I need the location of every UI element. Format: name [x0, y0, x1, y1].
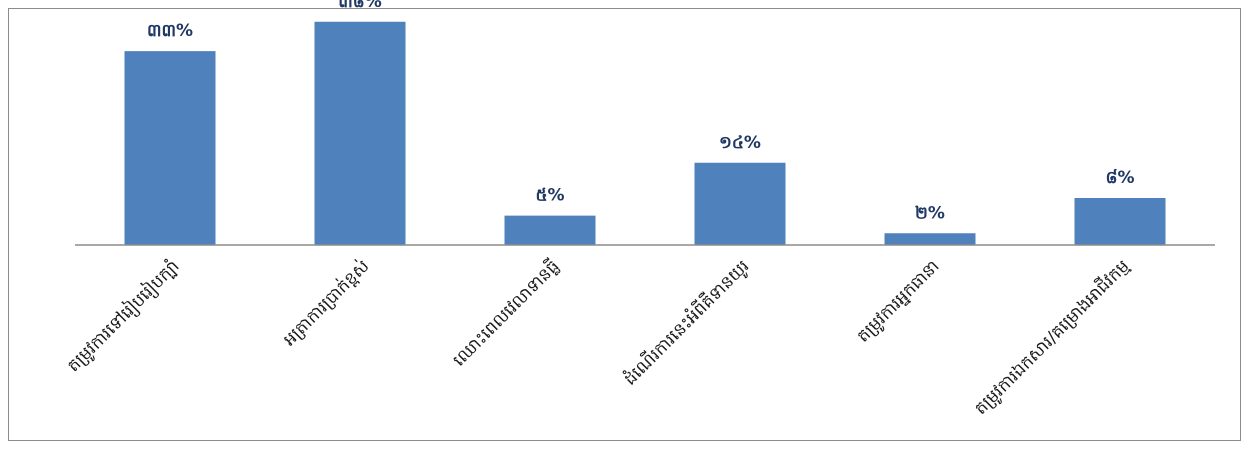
data-label-1: ៣៣%	[147, 21, 193, 41]
tick-label-5: តម្រូវការអ្នកធានា	[853, 256, 944, 347]
data-label-3: ៥%	[535, 186, 564, 206]
bars-layer	[124, 21, 1166, 245]
tick-label-2: អត្រាការប្រាក់ខ្ពស់	[278, 255, 373, 350]
data-label-4: ១៤%	[719, 133, 761, 153]
tick-label-1: តម្រូវការទៅរៀបរៀបក្បាំ	[62, 255, 184, 377]
data-labels-layer: ៣៣% ៣៨% ៥% ១៤% ២% ៨%	[147, 0, 1135, 223]
tick-label-4: ដំណើរការនេះអំពីគឺទានយូរ	[619, 255, 754, 390]
bar-6	[1074, 198, 1166, 245]
tick-label-6: តម្រូវការឯកសារ/គម្រោងអាជីវកម្ម	[969, 255, 1134, 420]
bar-1	[124, 51, 216, 245]
data-label-2: ៣៨%	[338, 0, 382, 12]
tick-label-3: ឈោះពេលវេលាទានធ្លី	[448, 255, 564, 371]
data-label-5: ២%	[915, 203, 945, 223]
bar-4	[694, 162, 786, 245]
bar-3	[504, 215, 596, 245]
tick-labels-layer: តម្រូវការទៅរៀបរៀបក្បាំ អត្រាការប្រាក់ខ្ពស…	[62, 255, 1134, 420]
bar-2	[314, 21, 406, 245]
data-label-6: ៨%	[1105, 168, 1134, 188]
bar-5	[884, 233, 976, 245]
